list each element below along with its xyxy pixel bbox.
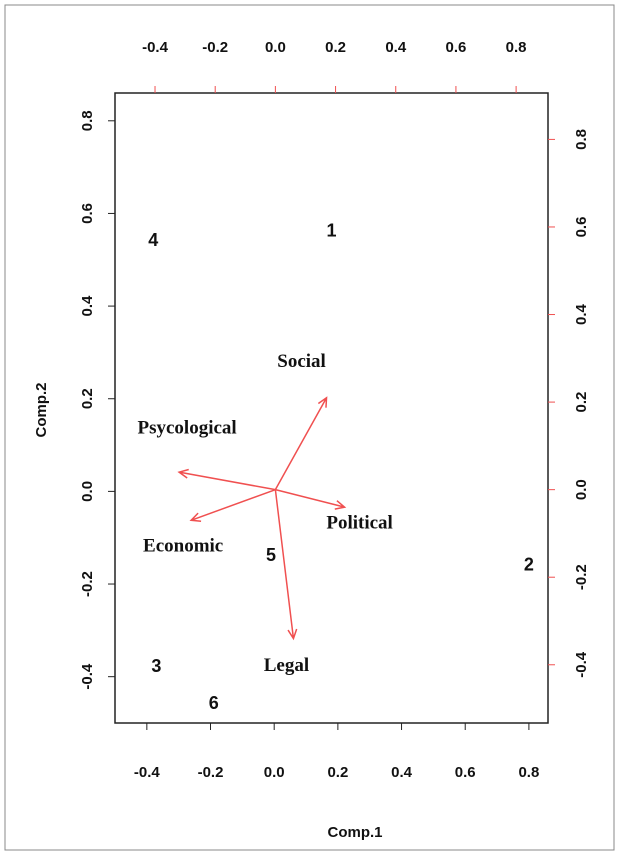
loading-arrow: [189, 488, 276, 523]
loading-label: Social: [277, 351, 326, 372]
y-axis-label: Comp.2: [33, 382, 50, 437]
x-axis-label: Comp.1: [327, 824, 382, 841]
y-tick-label: 0.6: [79, 203, 96, 224]
score-point: 5: [266, 545, 276, 565]
x-tick-label: 0.2: [327, 764, 348, 781]
y-tick-label: 0.2: [79, 388, 96, 409]
plot-box: [114, 92, 549, 724]
loading-arrow: [177, 468, 276, 491]
score-point: 3: [151, 656, 161, 676]
y2-tick-label: -0.4: [573, 651, 590, 678]
y-tick-label: 0.0: [79, 481, 96, 502]
y2-tick-label: 0.0: [573, 479, 590, 500]
x2-tick-label: 0.4: [385, 39, 407, 56]
score-point: 6: [209, 693, 219, 713]
x-tick-label: -0.2: [198, 764, 224, 781]
loading-arrow: [274, 396, 328, 491]
y2-tick-label: 0.8: [573, 129, 590, 150]
y2-tick-label: 0.6: [573, 217, 590, 238]
loading-arrow: [274, 489, 298, 641]
x-tick-label: 0.4: [391, 764, 413, 781]
x-tick-label: 0.8: [518, 764, 539, 781]
x2-tick-label: -0.2: [202, 39, 228, 56]
x2-tick-label: -0.4: [142, 39, 169, 56]
loading-label: Legal: [264, 655, 309, 676]
loading-label: Psycological: [137, 417, 236, 438]
loading-arrow: [275, 488, 347, 510]
x2-tick-label: 0.8: [506, 39, 527, 56]
y-tick-label: -0.4: [79, 663, 96, 690]
x-tick-label: 0.6: [455, 764, 476, 781]
y2-tick-label: 0.2: [573, 392, 590, 413]
loading-label: Economic: [143, 536, 223, 557]
x2-tick-label: 0.0: [265, 39, 286, 56]
score-point: 4: [148, 230, 158, 250]
loading-label: Political: [326, 513, 392, 534]
y-tick-label: -0.2: [79, 571, 96, 597]
y-tick-label: 0.4: [79, 295, 96, 317]
score-point: 1: [326, 221, 336, 241]
y2-tick-label: 0.4: [573, 303, 590, 325]
y-tick-label: 0.8: [79, 110, 96, 131]
x-tick-label: -0.4: [134, 764, 161, 781]
x2-tick-label: 0.6: [445, 39, 466, 56]
score-point: 2: [524, 554, 534, 574]
x2-tick-label: 0.2: [325, 39, 346, 56]
y2-tick-label: -0.2: [573, 564, 590, 590]
frame: [4, 4, 615, 851]
x-tick-label: 0.0: [264, 764, 285, 781]
